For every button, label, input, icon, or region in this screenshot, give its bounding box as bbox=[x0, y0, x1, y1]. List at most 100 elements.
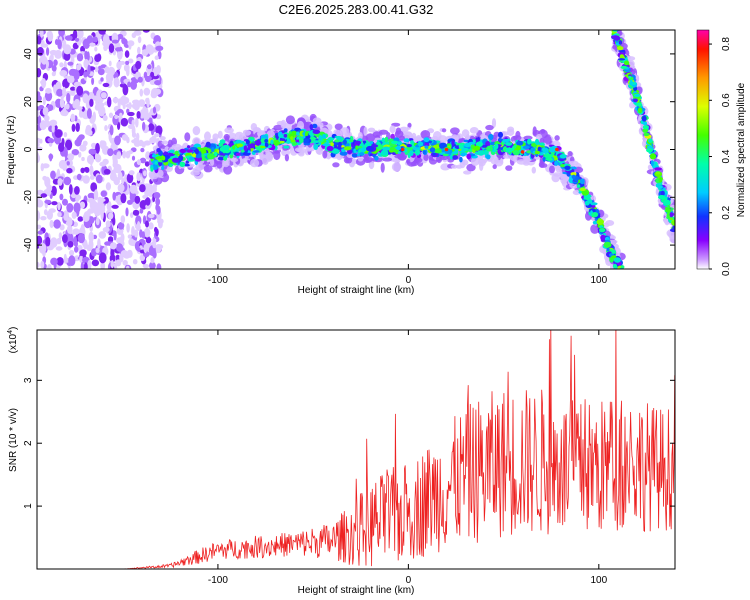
spectrogram-core-blob bbox=[357, 138, 363, 142]
spectrogram-core-blob bbox=[355, 140, 362, 145]
spectrogram-core-blob bbox=[179, 148, 187, 154]
spectrogram-noise-blob bbox=[56, 168, 61, 177]
spectrogram-halo-blob bbox=[332, 162, 340, 168]
spectrogram-core-blob bbox=[654, 167, 662, 171]
spectrogram-core-blob bbox=[466, 153, 472, 160]
spectrogram-noise-blob bbox=[98, 30, 106, 35]
spectrogram-core-blob bbox=[616, 273, 623, 276]
spectrogram-noise-blob bbox=[58, 30, 65, 37]
spectrogram-noise-blob bbox=[37, 35, 42, 45]
spectrogram-noise-blob bbox=[127, 81, 132, 88]
spectrogram-noise-blob bbox=[49, 49, 58, 56]
spectrogram-noise-blob bbox=[37, 235, 43, 246]
spectrogram-noise-blob bbox=[105, 72, 114, 83]
spectrogram-core-blob bbox=[498, 138, 503, 142]
spectrogram-noise-blob bbox=[153, 88, 162, 95]
spectrogram-noise-blob bbox=[117, 183, 125, 193]
spectrogram-noise-blob bbox=[88, 239, 94, 250]
spectrogram-noise-blob bbox=[82, 93, 89, 104]
spectrogram-noise-blob bbox=[115, 47, 123, 52]
spectrogram-halo-blob bbox=[343, 157, 353, 164]
spectrogram-noise-blob bbox=[120, 215, 126, 224]
spectrogram-core-blob bbox=[618, 49, 625, 53]
spectrogram-noise-blob bbox=[92, 36, 98, 43]
spectrogram-noise-blob bbox=[37, 106, 42, 111]
spectrogram-noise-blob bbox=[125, 207, 129, 217]
spectrogram-noise-blob bbox=[142, 263, 150, 269]
spectrogram-core-blob bbox=[618, 40, 623, 45]
spectrogram-noise-blob bbox=[136, 172, 141, 182]
spectrogram-noise-blob bbox=[131, 155, 136, 161]
spectrogram-core-blob bbox=[637, 107, 643, 114]
spectrogram-noise-blob bbox=[100, 77, 104, 82]
spectrogram-core-blob bbox=[669, 212, 674, 218]
spectrogram-core-blob bbox=[570, 172, 577, 176]
spectrogram-core-blob bbox=[670, 228, 675, 233]
spectrogram-halo-blob bbox=[382, 157, 393, 162]
spectrogram-noise-blob bbox=[71, 211, 77, 219]
spectrogram-noise-blob bbox=[47, 264, 52, 269]
spectrogram-halo-blob bbox=[610, 270, 618, 274]
spectrogram-noise-blob bbox=[66, 161, 70, 166]
spectrogram-noise-blob bbox=[135, 117, 139, 128]
spectrogram-core-blob bbox=[397, 151, 401, 154]
spectrogram-noise-blob bbox=[42, 96, 46, 106]
spectrogram-halo-blob bbox=[365, 133, 375, 143]
spectrogram-noise-blob bbox=[136, 111, 141, 119]
spectrogram-noise-blob bbox=[143, 140, 151, 146]
spectrogram-halo-blob bbox=[406, 159, 411, 164]
spectrogram-halo-blob bbox=[217, 130, 223, 139]
spectrogram-halo-blob bbox=[553, 172, 562, 177]
spectrogram-noise-blob bbox=[155, 244, 162, 254]
spectrogram-noise-blob bbox=[143, 87, 151, 96]
spectrogram-core-blob bbox=[655, 171, 661, 175]
spectrogram-noise-blob bbox=[44, 115, 50, 122]
spectrogram-core-blob bbox=[460, 152, 466, 157]
spectrogram-core-blob bbox=[463, 139, 469, 143]
snr-y-multiplier-close: ) bbox=[8, 327, 19, 330]
spectrogram-noise-blob bbox=[145, 97, 150, 104]
spectrogram-core-blob bbox=[356, 145, 363, 149]
spectrogram-core-blob bbox=[658, 177, 663, 183]
spectrogram-halo-blob bbox=[438, 135, 448, 144]
spectrogram-core-blob bbox=[634, 102, 643, 106]
spectrogram-noise-blob bbox=[74, 99, 81, 108]
spectrogram-noise-blob bbox=[67, 75, 75, 84]
spectrogram-core-blob bbox=[235, 139, 243, 144]
spectrogram-core-blob bbox=[616, 46, 624, 51]
spectrogram-core-blob bbox=[537, 146, 542, 152]
spectrogram-noise-blob bbox=[43, 120, 51, 128]
spectrogram-y-tick-label: -40 bbox=[23, 237, 34, 252]
spectrogram-noise-blob bbox=[74, 255, 80, 262]
spectrogram-noise-blob bbox=[124, 50, 130, 58]
spectrogram-core-blob bbox=[280, 138, 286, 142]
spectrogram-core-blob bbox=[222, 144, 230, 151]
spectrogram-core-blob bbox=[414, 149, 421, 156]
snr-x-tick-label: 0 bbox=[406, 575, 412, 586]
spectrogram-core-blob bbox=[646, 148, 654, 153]
spectrogram-noise-blob bbox=[39, 30, 44, 38]
spectrogram-noise-blob bbox=[91, 77, 95, 86]
spectrogram-core-blob bbox=[283, 128, 288, 133]
spectrogram-noise-blob bbox=[89, 175, 95, 180]
spectrogram-core-blob bbox=[172, 157, 180, 163]
spectrogram-noise-blob bbox=[114, 135, 121, 146]
spectrogram-noise-blob bbox=[62, 86, 67, 98]
spectrogram-noise-blob bbox=[82, 140, 88, 147]
spectrogram-halo-blob bbox=[543, 135, 552, 145]
spectrogram-core-blob bbox=[312, 123, 318, 129]
spectrogram-core-blob bbox=[629, 79, 633, 86]
spectrogram-noise-blob bbox=[84, 50, 88, 61]
spectrogram-y-tick-label: 40 bbox=[23, 48, 34, 60]
spectrogram-x-tick-label: 0 bbox=[406, 275, 412, 286]
spectrogram-noise-blob bbox=[132, 99, 140, 105]
spectrogram-noise-blob bbox=[153, 184, 157, 194]
spectrogram-core-blob bbox=[326, 145, 334, 152]
spectrogram-noise-blob bbox=[127, 234, 132, 239]
spectrogram-noise-blob bbox=[63, 176, 72, 186]
spectrogram-core-blob bbox=[303, 137, 310, 144]
spectrogram-noise-blob bbox=[49, 119, 58, 127]
spectrogram-noise-blob bbox=[125, 150, 131, 159]
spectrogram-core-blob bbox=[641, 115, 647, 122]
spectrogram-core-blob bbox=[494, 143, 499, 150]
